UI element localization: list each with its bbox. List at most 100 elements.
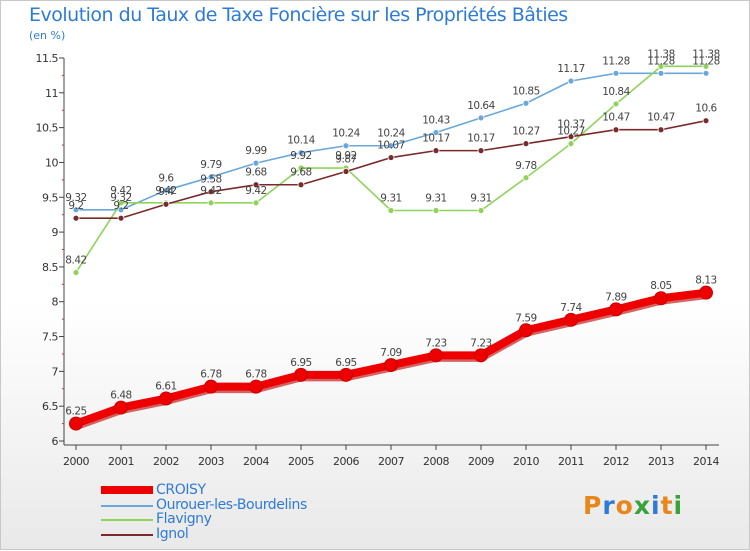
proxiti-logo: Proxiti [583, 491, 684, 520]
data-label: 6.25 [65, 406, 86, 418]
legend-swatch [101, 533, 153, 536]
data-point [609, 302, 623, 317]
data-label: 10.17 [422, 133, 450, 145]
data-point [612, 126, 620, 134]
data-label: 10.24 [377, 128, 405, 140]
data-point [114, 400, 128, 415]
data-label: 8.05 [650, 280, 671, 292]
data-label: 9.78 [515, 160, 536, 172]
data-label: 10.6 [695, 103, 717, 115]
data-label: 6.48 [110, 390, 131, 402]
data-point [297, 164, 305, 172]
y-tick-label: 10 [45, 156, 58, 169]
data-label: 9.92 [335, 150, 356, 162]
data-point [339, 367, 353, 382]
data-label: 9.42 [245, 185, 266, 197]
data-label: 9.68 [290, 167, 311, 179]
data-point [249, 379, 263, 394]
data-point [252, 199, 260, 207]
data-point [387, 154, 395, 161]
legend-swatch [101, 486, 153, 494]
data-label: 7.23 [470, 337, 491, 349]
data-label: 11.38 [647, 48, 675, 60]
data-point [252, 159, 260, 167]
data-point [387, 207, 395, 214]
x-tick-label: 2007 [378, 455, 404, 468]
data-label: 9.58 [200, 174, 221, 186]
x-tick-label: 2012 [603, 455, 629, 468]
data-point [162, 186, 170, 194]
legend-swatch [101, 504, 153, 507]
data-point [522, 174, 530, 182]
data-label: 11.28 [692, 55, 720, 67]
data-label: 8.42 [65, 254, 86, 266]
data-point [297, 149, 305, 157]
y-tick-label: 7 [52, 365, 59, 378]
data-point [159, 391, 173, 406]
data-label: 7.59 [515, 312, 536, 324]
x-tick-label: 2010 [513, 455, 539, 468]
legend-label: CROISY [156, 482, 206, 498]
data-point [387, 142, 395, 150]
data-label: 10.24 [332, 128, 360, 140]
data-point [162, 200, 170, 208]
data-point [474, 348, 488, 363]
x-tick-label: 2008 [423, 455, 449, 468]
data-point [69, 416, 83, 431]
data-point [207, 199, 215, 207]
data-label: 11.17 [557, 63, 585, 75]
data-point [477, 147, 485, 155]
data-label: 9.42 [110, 185, 131, 197]
data-point [654, 291, 668, 306]
data-label: 11.38 [692, 48, 720, 60]
data-label: 9.68 [245, 167, 266, 179]
data-point [564, 312, 578, 327]
data-point [72, 269, 80, 276]
unit-label: (en %) [29, 29, 66, 42]
data-label: 9.4 [158, 186, 174, 198]
data-label: 9.99 [245, 145, 266, 157]
data-label: 9.2 [113, 200, 128, 212]
data-label: 7.09 [380, 347, 401, 359]
data-point [207, 188, 215, 196]
data-point [477, 114, 485, 122]
data-point [699, 285, 713, 300]
data-point [72, 206, 80, 214]
x-tick-label: 2006 [333, 455, 359, 468]
data-point [294, 367, 308, 382]
data-point [297, 181, 305, 189]
x-tick-label: 2001 [108, 455, 134, 468]
data-point [204, 379, 218, 394]
data-point [702, 69, 710, 77]
data-point [384, 358, 398, 373]
data-label: 9.92 [290, 150, 311, 162]
data-label: 10.27 [557, 126, 585, 138]
data-point [567, 77, 575, 85]
data-label: 10.47 [647, 112, 675, 124]
x-tick-label: 2000 [63, 455, 89, 468]
data-point [702, 62, 710, 70]
data-label: 10.85 [512, 85, 540, 97]
x-tick-label: 2013 [648, 455, 674, 468]
legend-label: Flavigny [156, 511, 212, 527]
data-label: 11.28 [602, 55, 630, 67]
data-point [567, 133, 575, 141]
y-tick-label: 7.5 [42, 331, 58, 344]
data-point [612, 69, 620, 77]
data-label: 6.95 [290, 357, 311, 369]
data-label: 10.07 [377, 140, 405, 152]
data-point [117, 199, 125, 207]
data-label: 9.2 [68, 200, 83, 212]
y-tick-label: 6.5 [42, 400, 58, 413]
chart-title: Evolution du Taux de Taxe Foncière sur l… [29, 4, 568, 26]
data-label: 6.61 [155, 381, 176, 393]
data-label: 10.43 [422, 115, 450, 127]
data-point [657, 126, 665, 134]
data-label: 6.95 [335, 357, 356, 369]
data-point [432, 129, 440, 136]
data-point [657, 69, 665, 77]
data-label: 10.27 [512, 126, 540, 138]
data-label: 11.28 [647, 55, 675, 67]
data-label: 9.42 [155, 185, 176, 197]
